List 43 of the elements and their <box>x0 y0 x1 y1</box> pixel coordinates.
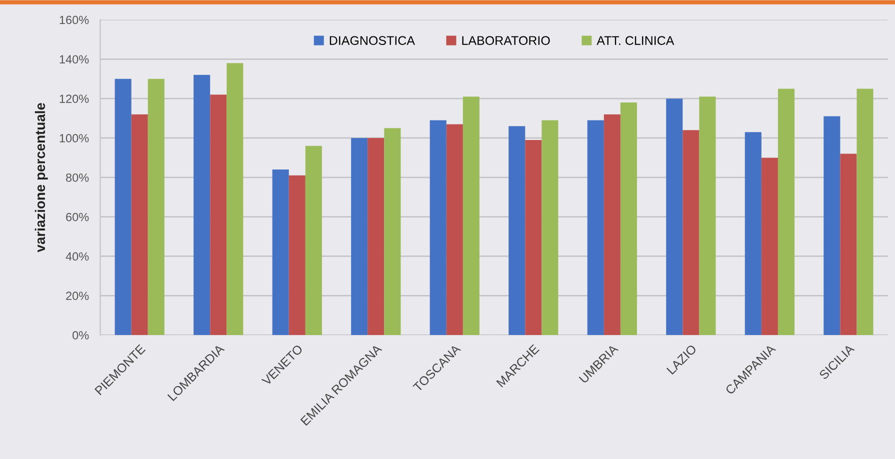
y-tick-label: 160% <box>60 16 89 24</box>
bar <box>210 94 227 336</box>
y-tick-label: 80% <box>66 173 89 182</box>
bar <box>351 138 368 336</box>
bar <box>525 140 542 336</box>
bar <box>430 120 446 336</box>
bar <box>446 124 463 336</box>
bar <box>604 114 620 336</box>
y-tick-label: 20% <box>66 292 89 300</box>
bar <box>288 175 306 336</box>
bar <box>226 63 244 336</box>
bar <box>620 102 637 336</box>
bar <box>666 98 683 336</box>
bar <box>761 158 778 336</box>
legend-label: LABORATORIO <box>462 36 550 45</box>
bar <box>114 78 132 336</box>
bar <box>856 88 874 336</box>
legend-label: DIAGNOSTICA <box>330 36 415 45</box>
y-tick-label: 0% <box>72 331 89 340</box>
bar <box>462 96 480 336</box>
bar <box>272 170 289 336</box>
legend-label: ATT. CLINICA <box>596 36 674 45</box>
bar <box>148 78 164 336</box>
bar <box>194 74 210 336</box>
bar <box>699 96 716 336</box>
y-tick-label: 100% <box>60 134 89 142</box>
y-tick-label: 60% <box>66 212 89 222</box>
y-tick-label: 120% <box>60 94 89 103</box>
bar <box>508 126 526 336</box>
bar <box>840 154 857 336</box>
y-tick-label: 140% <box>60 55 89 64</box>
bar <box>824 116 840 336</box>
bar <box>542 120 558 336</box>
y-axis-title: variazione percentuale <box>34 102 48 252</box>
bar <box>368 138 384 336</box>
bar <box>305 146 322 336</box>
bar <box>384 128 401 336</box>
bar <box>131 114 148 336</box>
bar <box>744 132 762 336</box>
bar <box>587 120 604 336</box>
bar <box>682 130 700 336</box>
bar <box>778 88 795 336</box>
y-tick-label: 40% <box>66 252 89 261</box>
